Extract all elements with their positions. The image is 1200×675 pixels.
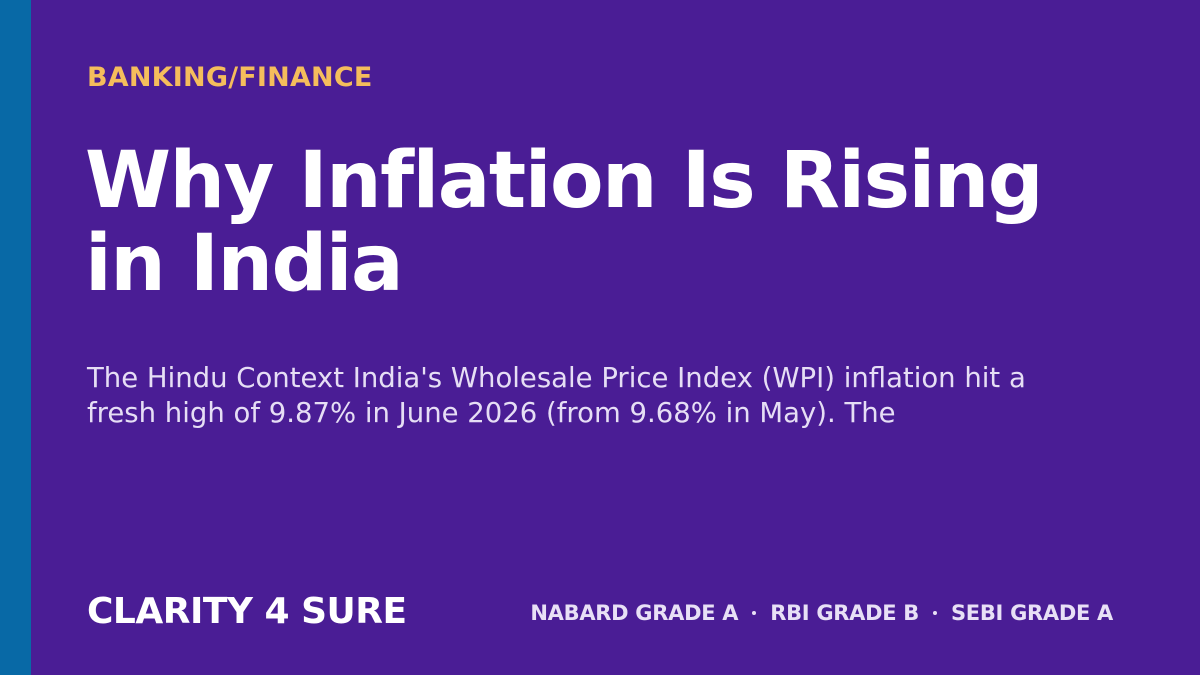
description: The Hindu Context India's Wholesale Pric… — [87, 362, 1026, 429]
exam-name: NABARD GRADE A — [530, 601, 739, 625]
separator-dot — [752, 611, 757, 615]
category: BANKING/FINANCE — [87, 62, 373, 93]
headline: Why Inflation Is Rising in India — [85, 136, 1044, 309]
brand: CLARITY 4 SURE — [87, 591, 407, 632]
separator-dot — [932, 611, 937, 615]
side-stripe — [0, 0, 31, 675]
exam-name: RBI GRADE B — [770, 601, 919, 625]
exam-name: SEBI GRADE A — [950, 601, 1113, 625]
exam-list: NABARD GRADE A RBI GRADE B SEBI GRADE A — [530, 601, 1113, 625]
